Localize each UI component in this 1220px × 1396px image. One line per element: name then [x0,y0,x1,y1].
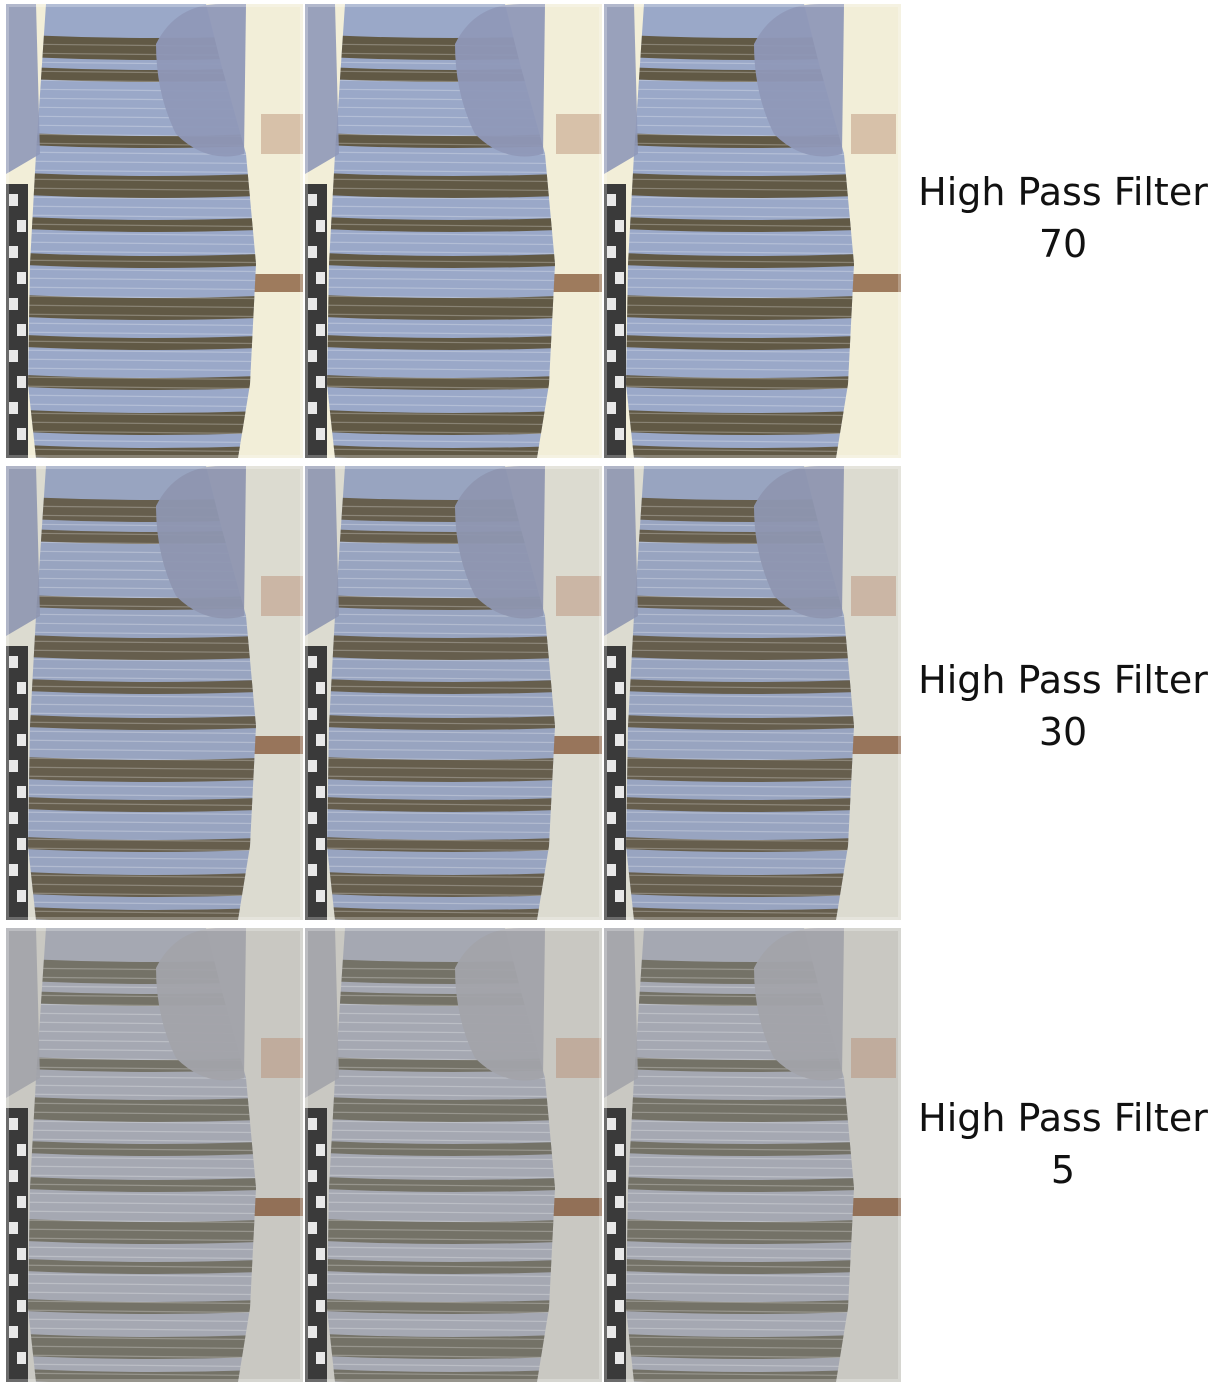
filter-row-5: High Pass Filter 5 [6,928,1220,1382]
filter-label-value: 30 [1038,710,1088,754]
dress-photo [305,466,602,920]
filter-label-value: 70 [1038,222,1088,266]
filter-label-title: High Pass Filter [918,1096,1208,1140]
dress-photo [305,928,602,1382]
dress-photo [6,466,303,920]
filter-label: High Pass Filter 5 [918,1092,1208,1196]
dress-photo [305,4,602,458]
dress-photo [604,928,901,1382]
filter-row-70: High Pass Filter 70 [6,4,1220,458]
filter-label-title: High Pass Filter [918,658,1208,702]
filter-row-30: High Pass Filter 30 [6,466,1220,920]
dress-photo [604,4,901,458]
filter-label: High Pass Filter 70 [918,166,1208,270]
filter-label: High Pass Filter 30 [918,654,1208,758]
dress-photo [6,4,303,458]
filter-label-value: 5 [1050,1148,1076,1192]
filter-label-title: High Pass Filter [918,170,1208,214]
dress-photo [604,466,901,920]
dress-photo [6,928,303,1382]
